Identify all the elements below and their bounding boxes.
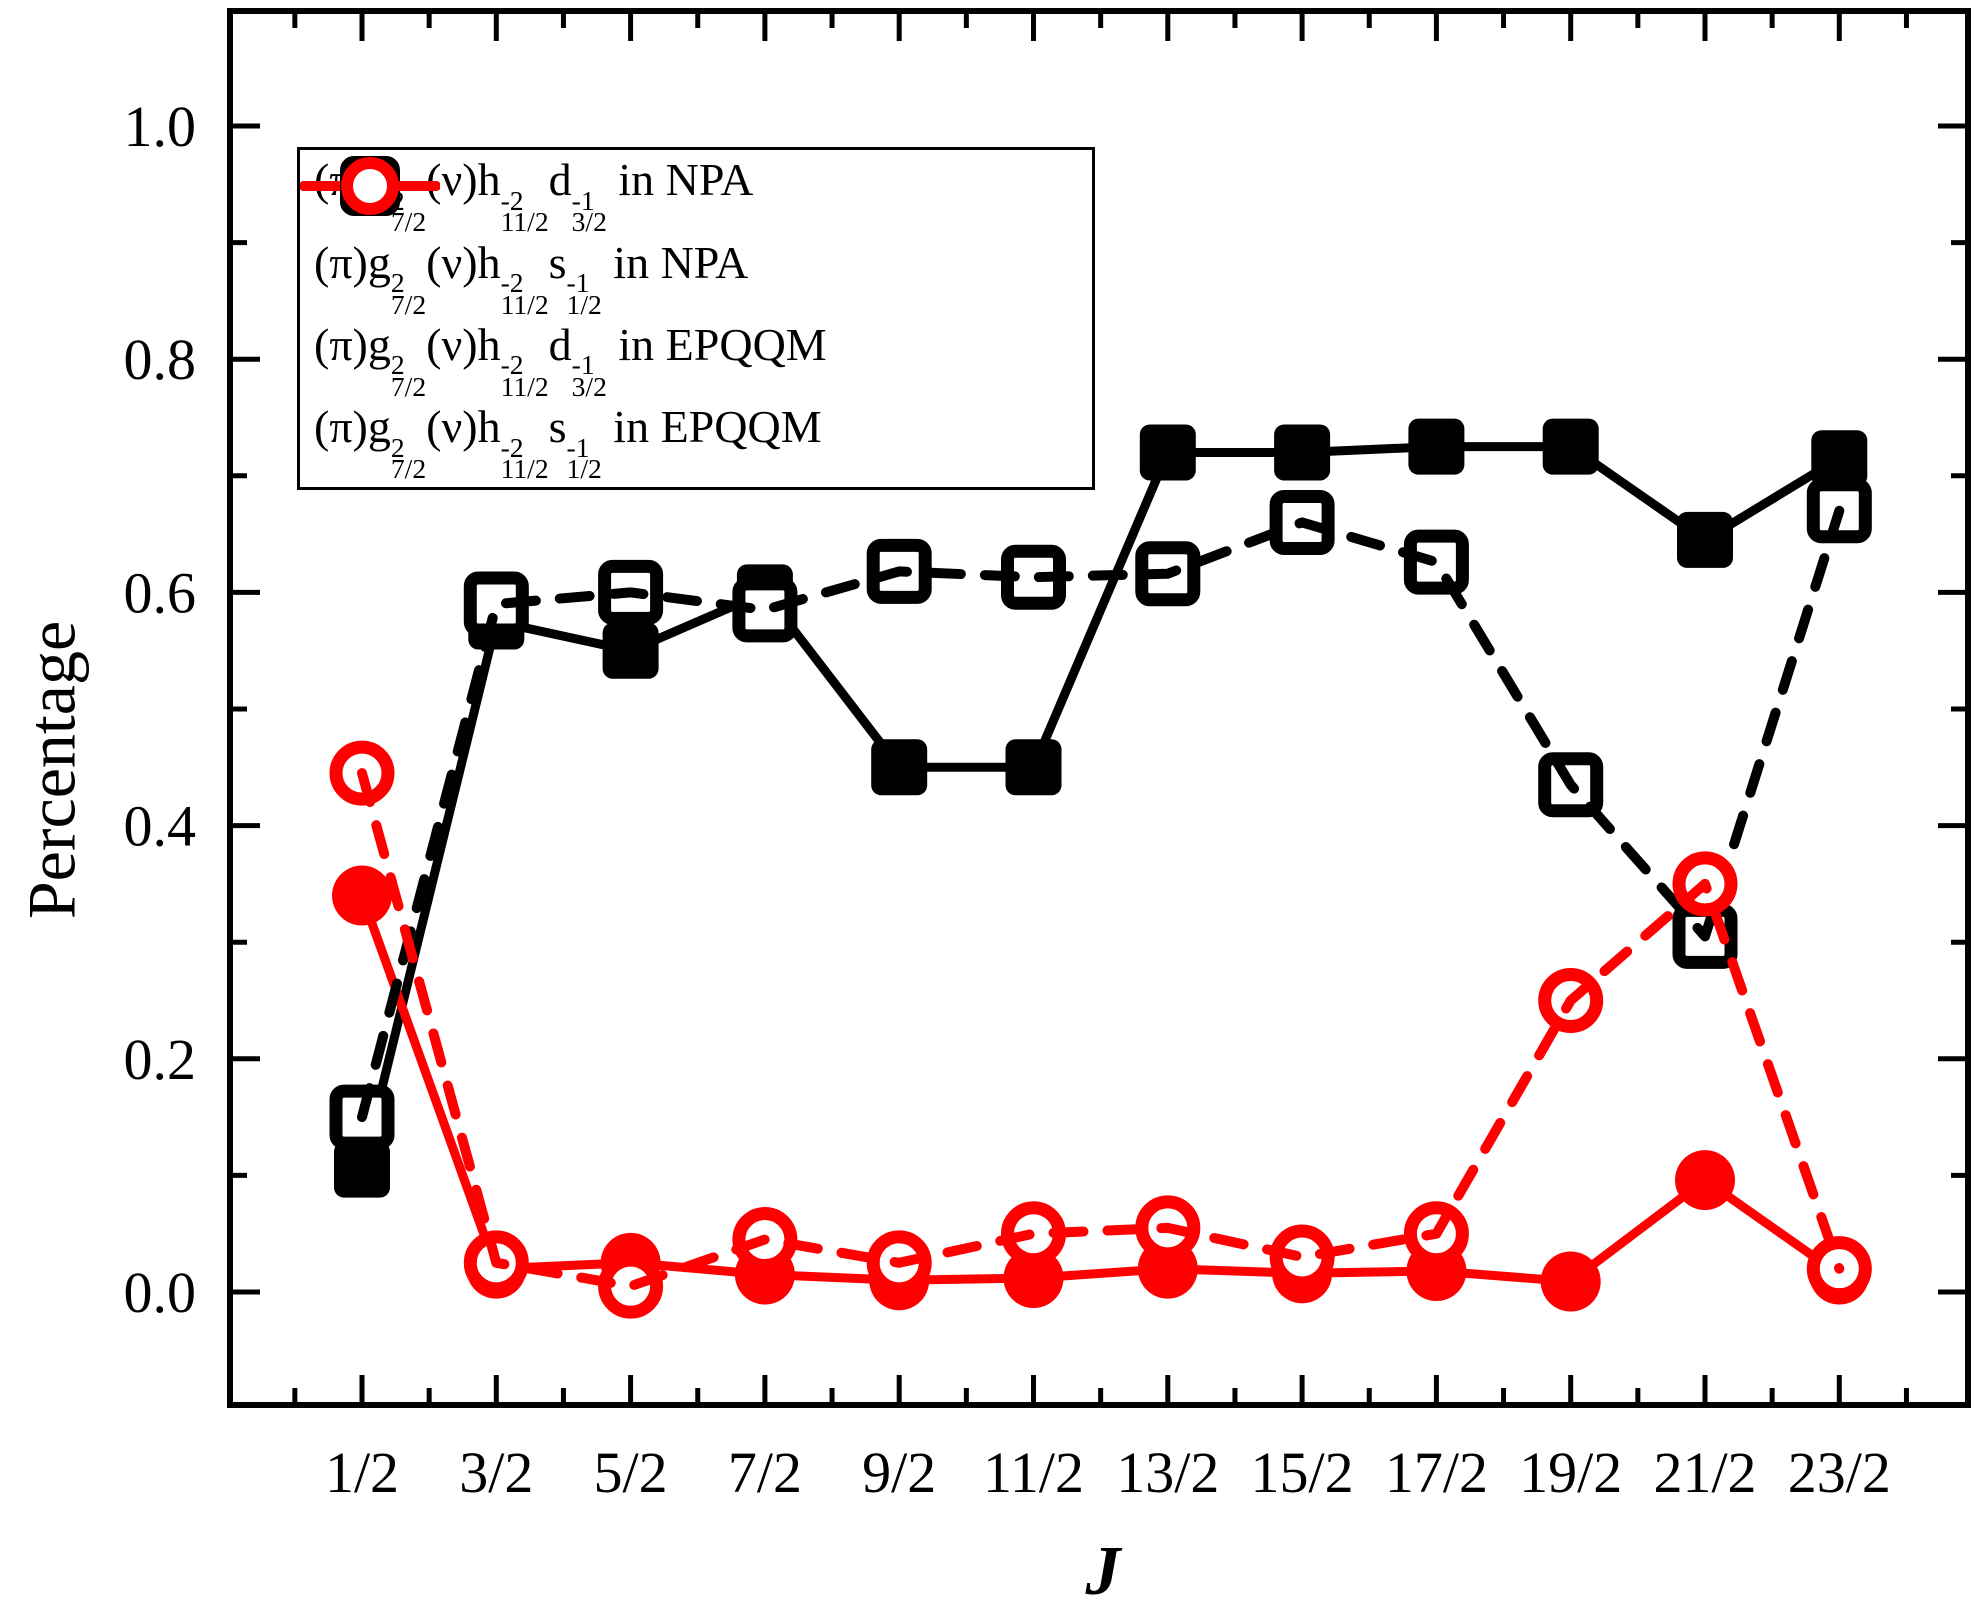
open-circle-icon	[341, 157, 399, 215]
x-tick-label: 3/2	[459, 1440, 533, 1505]
legend-row-pi-g72-nu-h112-s12-NPA: (π)g 2 7/2 (ν)h -2 11/2 s -1 1/2 in NPA	[300, 157, 1092, 320]
sub-sup-script: -2 11/2	[500, 431, 549, 485]
y-tick-label: 0.8	[124, 327, 197, 392]
x-tick-label: 7/2	[728, 1440, 802, 1505]
x-tick-label: 9/2	[862, 1440, 936, 1505]
y-axis-title: Percentage	[13, 620, 90, 920]
y-tick-label: 0.6	[124, 560, 197, 625]
sub-sup-script: -2 11/2	[500, 349, 549, 402]
x-tick-label: 5/2	[594, 1440, 668, 1505]
x-tick-label: 21/2	[1653, 1440, 1756, 1505]
legend-marker-open-circle	[300, 157, 440, 215]
sub-sup-script: -2 11/2	[500, 267, 549, 320]
legend-label: (π)g 2 7/2 (ν)h -2 11/2 s -1 1/2 in NPA	[314, 236, 749, 320]
legend-row-pi-g72-nu-h112-s12-EPQQM: (π)g 2 7/2 (ν)h -2 11/2 s -1 1/2 in EPQQM	[300, 157, 1092, 485]
x-tick-label: 15/2	[1251, 1440, 1354, 1505]
series-line-pi-g72-nu-h112-s12-EPQQM	[357, 768, 1845, 1292]
legend-box: (π)g27/2(ν)h-211/2d-13/2 in NPA(π)g27/2(…	[297, 147, 1095, 490]
x-tick-label: 13/2	[1116, 1440, 1219, 1505]
series-line-pi-g72-nu-h112-d32-NPA	[357, 442, 1844, 1175]
y-tick-label: 0.4	[124, 794, 197, 859]
legend-row-pi-g72-nu-h112-d32-EPQQM: (π)g 2 7/2 (ν)h -2 11/2 d -1 3/2 in EPQQM	[300, 156, 1092, 402]
x-tick-label: 17/2	[1385, 1440, 1488, 1505]
legend-label: (π)g 2 7/2 (ν)h -2 11/2 d -1 3/2 in EPQQM	[314, 318, 827, 402]
legend-label: (π)g 2 7/2 (ν)h -2 11/2 s -1 1/2 in EPQQM	[314, 401, 822, 485]
sub-sup-script: -2 11/2	[500, 184, 549, 238]
series-line-pi-g72-nu-h112-d32-EPQQM	[357, 505, 1845, 1123]
x-tick-label: 11/2	[983, 1440, 1084, 1505]
y-tick-label: 1.0	[124, 94, 197, 159]
y-tick-label: 0.2	[124, 1027, 197, 1092]
y-tick-label: 0.0	[124, 1260, 197, 1325]
x-tick-label: 23/2	[1788, 1440, 1891, 1505]
sub-sup-script: -1 1/2	[566, 267, 602, 320]
sub-sup-script: -1 3/2	[571, 184, 607, 238]
x-tick-label: 19/2	[1519, 1440, 1622, 1505]
x-axis-title: J	[1085, 1533, 1121, 1610]
sub-sup-script: -1 3/2	[571, 349, 607, 402]
sub-sup-script: -1 1/2	[566, 431, 602, 485]
x-tick-label: 1/2	[325, 1440, 399, 1505]
